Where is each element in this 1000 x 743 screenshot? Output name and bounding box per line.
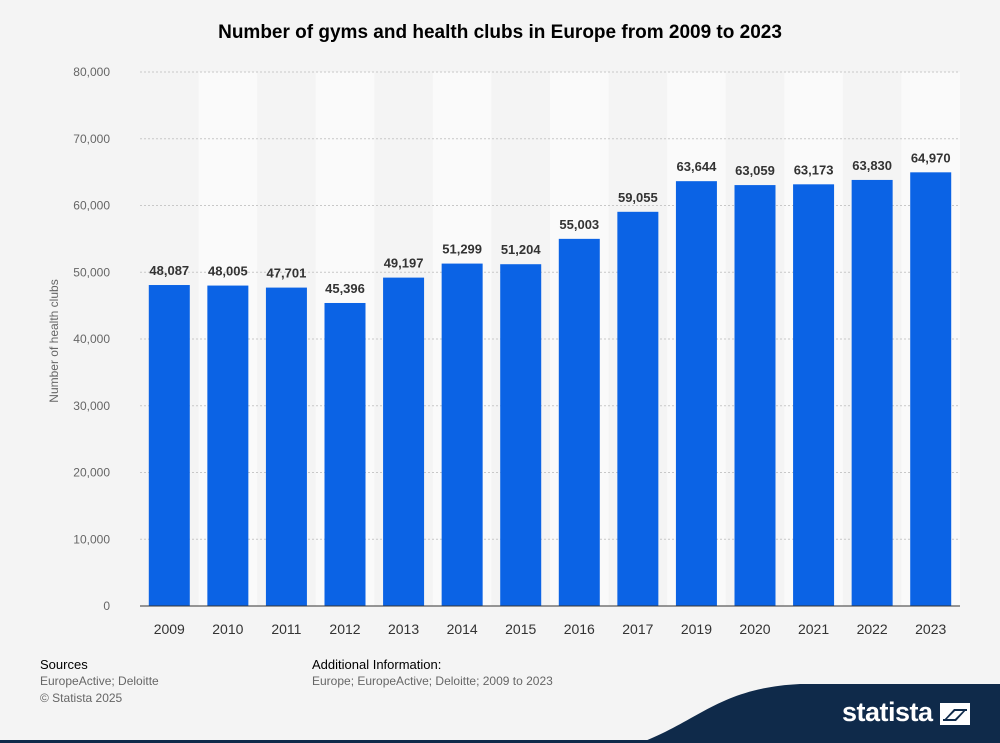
- x-tick-label: 2016: [564, 621, 595, 637]
- bar-value-label: 49,197: [384, 256, 424, 271]
- bar: [558, 238, 600, 606]
- bar: [500, 264, 542, 606]
- x-tick-label: 2009: [154, 621, 185, 637]
- bar: [617, 211, 659, 607]
- additional-info-block: Additional Information: Europe; EuropeAc…: [312, 656, 553, 690]
- y-tick-label: 40,000: [73, 332, 110, 346]
- bar-value-label: 63,830: [852, 158, 892, 173]
- x-tick-label: 2017: [622, 621, 653, 637]
- bar: [793, 184, 835, 606]
- x-tick-label: 2021: [798, 621, 829, 637]
- bar: [265, 287, 307, 606]
- bar: [207, 285, 249, 606]
- chart-title: Number of gyms and health clubs in Europ…: [218, 22, 782, 43]
- bar-value-label: 63,644: [677, 159, 718, 174]
- bar-value-label: 64,970: [911, 150, 951, 165]
- bar: [441, 263, 483, 606]
- y-axis-label: Number of health clubs: [47, 279, 61, 402]
- bar: [383, 277, 425, 606]
- bar-value-label: 45,396: [325, 281, 365, 296]
- x-tick-label: 2010: [212, 621, 243, 637]
- statista-logo-text[interactable]: statista: [842, 697, 933, 727]
- sources-heading: Sources: [40, 657, 88, 672]
- y-tick-label: 70,000: [73, 132, 110, 146]
- additional-info-heading: Additional Information:: [312, 657, 442, 672]
- bar: [734, 185, 776, 606]
- y-tick-label: 0: [103, 599, 110, 613]
- bar: [851, 179, 893, 606]
- y-tick-label: 20,000: [73, 466, 110, 480]
- bar-value-label: 55,003: [559, 217, 599, 232]
- bar-value-label: 47,701: [267, 266, 307, 281]
- bar: [324, 302, 366, 606]
- x-tick-label: 2015: [505, 621, 536, 637]
- y-tick-label: 50,000: [73, 265, 110, 279]
- x-tick-label: 2019: [681, 621, 712, 637]
- x-tick-label: 2011: [271, 621, 301, 637]
- x-tick-label: 2013: [388, 621, 419, 637]
- bar-value-label: 48,005: [208, 264, 248, 279]
- bar-value-label: 59,055: [618, 190, 658, 205]
- bar-value-label: 51,204: [501, 242, 542, 257]
- x-tick-label: 2023: [915, 621, 946, 637]
- bar-chart: 0 10,000 20,000 30,000 40,000 50,000 60,000 70,…: [47, 65, 960, 637]
- y-tick-label: 30,000: [73, 399, 110, 413]
- x-tick-label: 2020: [739, 621, 770, 637]
- bar-value-label: 63,059: [735, 163, 775, 178]
- bar: [675, 181, 717, 606]
- y-tick-label: 80,000: [73, 65, 110, 79]
- y-tick-label: 60,000: [73, 199, 110, 213]
- sources-block: Sources EuropeActive; Deloitte © Statist…: [40, 656, 159, 707]
- y-tick-label: 10,000: [73, 532, 110, 546]
- additional-info-text: Europe; EuropeActive; Deloitte; 2009 to …: [312, 674, 553, 688]
- bar: [148, 285, 190, 606]
- bar-value-label: 48,087: [149, 263, 189, 278]
- x-tick-label: 2012: [329, 621, 360, 637]
- statista-logo-icon: [940, 703, 970, 725]
- bar: [910, 172, 952, 606]
- bar-value-label: 51,299: [442, 242, 482, 257]
- sources-text: EuropeActive; Deloitte: [40, 674, 159, 688]
- x-tick-label: 2014: [447, 621, 478, 637]
- copyright-text: © Statista 2025: [40, 691, 123, 705]
- x-tick-label: 2022: [857, 621, 888, 637]
- bar-value-label: 63,173: [794, 162, 834, 177]
- brand-banner: [0, 684, 1000, 743]
